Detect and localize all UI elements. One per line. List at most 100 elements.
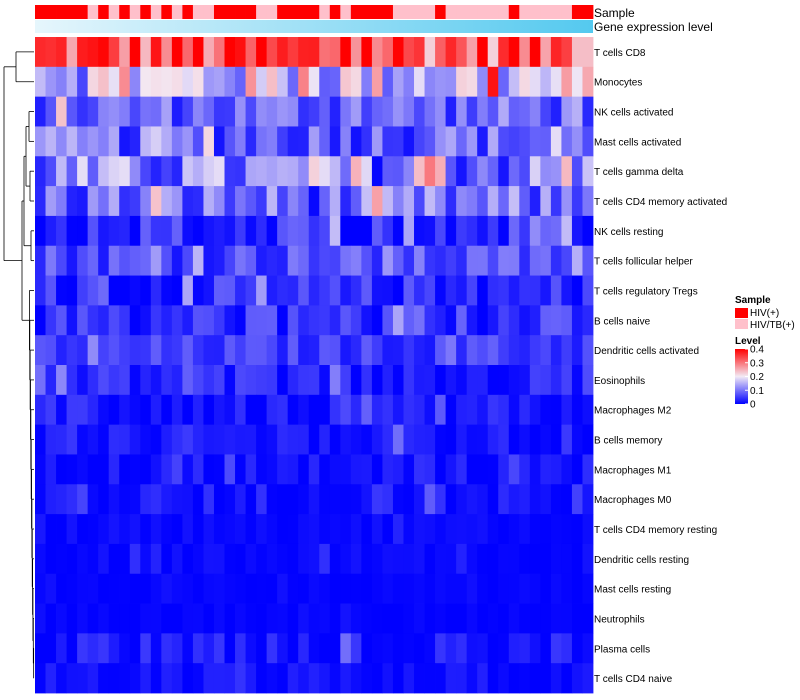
heatmap-cell [298,335,310,366]
heatmap-cell [35,484,46,515]
heatmap-cell [329,633,341,664]
heatmap-cell [466,215,478,247]
heatmap-cell [235,186,246,217]
heatmap-cell [392,573,404,604]
heatmap-cell [87,215,99,247]
heatmap-cell [140,156,152,187]
heatmap-cell [224,215,236,247]
heatmap-cell [171,543,183,575]
heatmap-cell [477,543,489,575]
heatmap-cell [119,275,131,306]
heatmap-cell [403,394,415,426]
heatmap-cell [329,156,341,187]
heatmap-cell [487,603,499,634]
heatmap-cell [298,215,310,247]
heatmap-cell [561,305,573,336]
heatmap-cell [119,365,131,396]
heatmap-cell [87,156,99,187]
heatmap-cell [256,37,268,68]
heatmap-cell [477,484,489,515]
heatmap-cell [87,633,99,664]
legend-level-tick-label: 0.3 [750,358,764,369]
heatmap-cell [87,543,99,575]
heatmap-cell [108,663,120,694]
legend-level-title: Level [735,336,761,347]
heatmap-cell [277,365,289,396]
heatmap-cell [224,305,236,336]
heatmap-cell [550,454,562,485]
heatmap-cell [382,543,394,575]
heatmap-cell [329,37,341,68]
heatmap-cell [498,424,510,455]
heatmap-cell [308,156,320,187]
heatmap-cell [192,126,204,157]
heatmap-cell [498,96,510,127]
heatmap-cell [582,96,594,127]
heatmap-cell [66,37,78,68]
heatmap-cell [466,573,478,604]
heatmap-cell [561,484,573,515]
heatmap-cell [435,424,447,455]
heatmap-cell [140,245,152,276]
heatmap-cell [277,275,289,306]
heatmap-cell [287,156,299,187]
heatmap-cell [540,66,552,98]
heatmap-cell [456,514,468,545]
heatmap-cell [45,514,57,545]
heatmap-cell [329,603,341,634]
heatmap-cell [45,305,57,336]
heatmap-cell [487,245,499,276]
heatmap-cell [477,305,489,336]
heatmap-cell [319,573,331,604]
heatmap-cell [213,275,225,306]
heatmap-cell [340,633,352,664]
heatmap-cell [308,573,320,604]
heatmap-cell [435,245,447,276]
heatmap-cell [350,156,362,187]
heatmap-cell [235,275,246,306]
heatmap-cell [582,156,594,187]
heatmap-cell [298,454,310,485]
heatmap-cell [129,543,141,575]
heatmap-cell [329,96,341,127]
heatmap-cell [245,663,257,694]
heatmap-cell [445,126,457,157]
heatmap-cell [540,305,552,336]
sample-cell [571,5,583,19]
heatmap-cell [508,335,520,366]
heatmap-cell [213,66,225,98]
heatmap-cell [298,37,310,68]
heatmap-cell [498,633,510,664]
heatmap-cell [498,484,510,515]
legend-level-tick-label: 0.4 [750,345,764,356]
heatmap-cell [108,633,120,664]
heatmap-cell [414,663,425,694]
heatmap-cell [213,37,225,68]
heatmap-cell [582,484,594,515]
heatmap-cell [171,514,183,545]
heatmap-cell [213,663,225,694]
heatmap-cell [192,215,204,247]
heatmap-cell [435,633,447,664]
heatmap-cell [466,394,478,426]
heatmap-cell [56,156,67,187]
heatmap-cell [298,305,310,336]
heatmap-cell [182,335,194,366]
heatmap-cell [277,156,289,187]
row-label: Monocytes [594,78,642,89]
heatmap-cell [371,663,383,694]
heatmap-cell [477,37,489,68]
heatmap-cell [319,394,331,426]
heatmap-cell [350,454,362,485]
heatmap-cell [308,365,320,396]
heatmap-cell [561,454,573,485]
heatmap-cell [424,394,436,426]
heatmap-cell [319,245,331,276]
heatmap-cell [414,543,425,575]
heatmap-cell [77,603,89,634]
heatmap-cell [161,37,173,68]
heatmap-cell [256,126,268,157]
heatmap-cell [277,573,289,604]
heatmap-cell [161,66,173,98]
heatmap-cell [340,156,352,187]
